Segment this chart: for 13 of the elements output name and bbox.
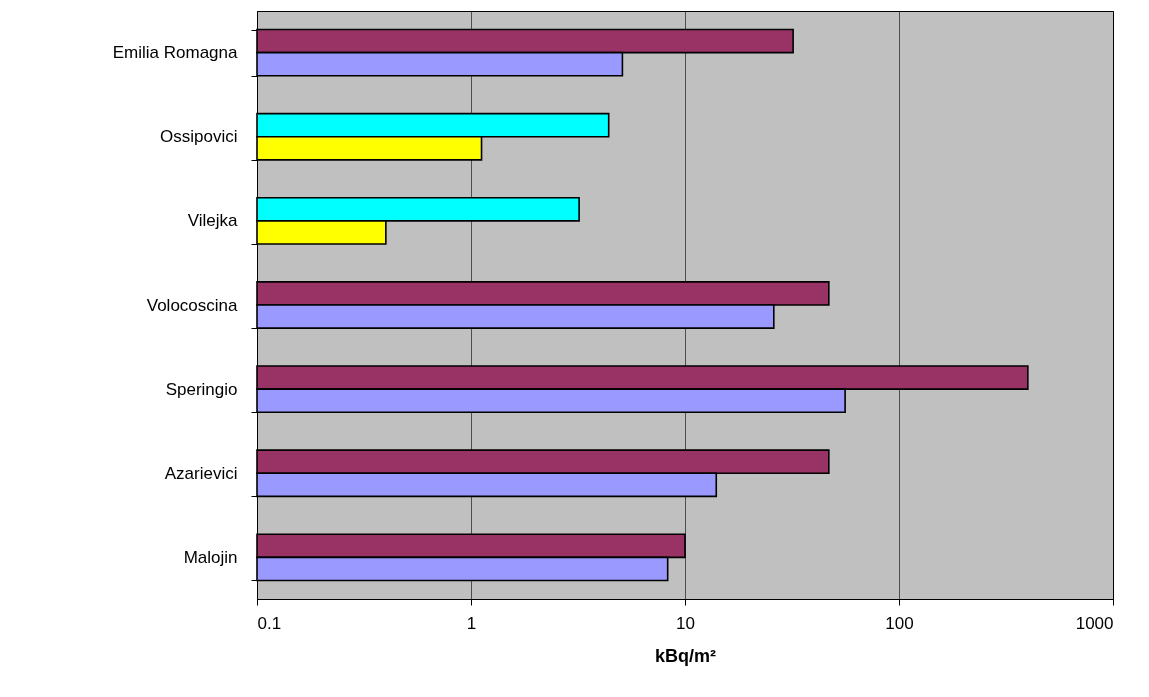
x-tick-label: 1 <box>466 613 477 633</box>
y-tick-label: Azarievici <box>164 463 238 483</box>
x-tick-label: 0.1 <box>257 613 282 633</box>
y-tick-label: Emilia Romagna <box>112 43 239 63</box>
x-tick-label: 100 <box>885 613 914 633</box>
y-tick-label: Speringio <box>165 379 238 399</box>
y-tick-label: Malojin <box>183 547 238 567</box>
y-tick-label: Vilejka <box>187 211 239 231</box>
y-tick-label: Volocoscina <box>146 295 239 315</box>
x-tick-label: 10 <box>676 613 695 633</box>
y-tick-label: Ossipovici <box>160 127 238 147</box>
x-axis-title: kBq/m² <box>654 645 717 666</box>
x-tick-label: 1000 <box>1075 613 1114 633</box>
